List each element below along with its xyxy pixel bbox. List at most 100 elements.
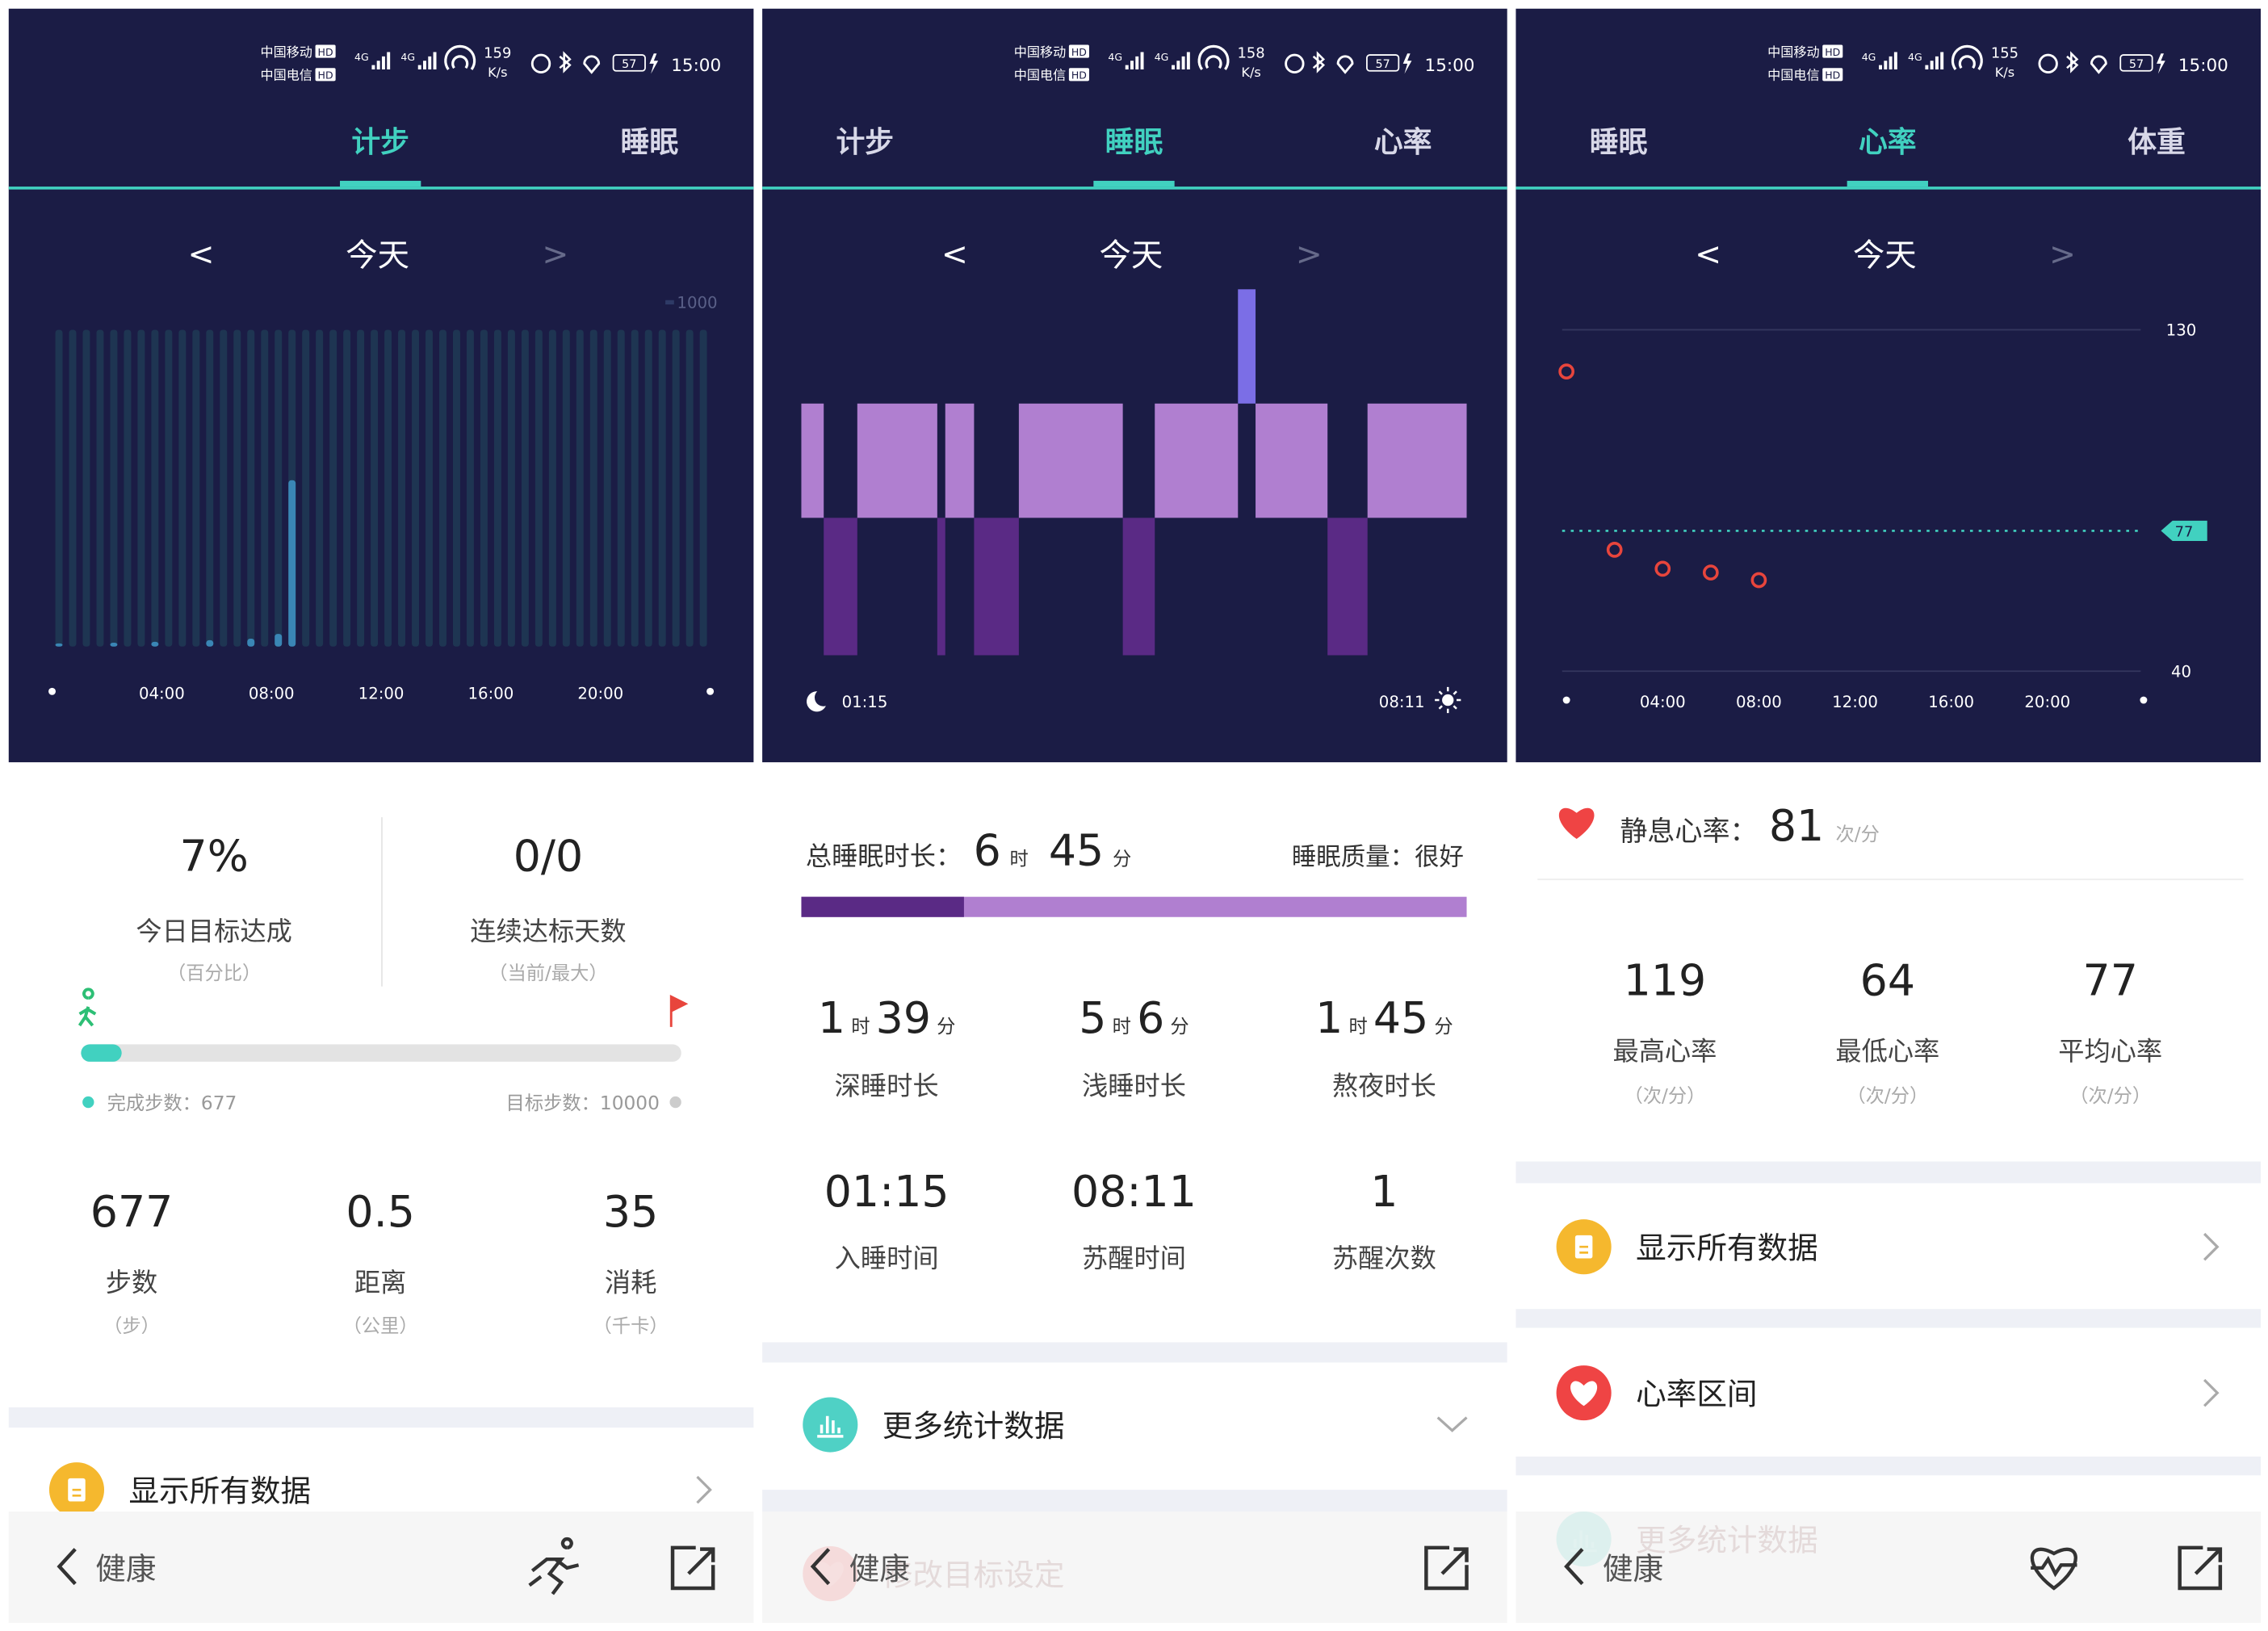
header-background	[1515, 8, 2262, 763]
bar-track	[535, 329, 543, 647]
bar-track	[82, 329, 90, 647]
nav-next[interactable]: >	[542, 236, 568, 273]
goal-percent: 7%	[180, 830, 249, 881]
unit: 分	[1170, 1016, 1188, 1038]
total-sleep-label: 总睡眠时长：	[806, 841, 962, 871]
stats-icon	[1556, 1512, 1612, 1567]
heart-rate-point	[1654, 560, 1671, 577]
back-button[interactable]: 健康	[57, 1548, 156, 1587]
share-icon	[1424, 1545, 1469, 1591]
nav-prev[interactable]: <	[1695, 236, 1721, 273]
time-label: 苏醒时间	[1082, 1243, 1186, 1273]
share-button[interactable]	[670, 1545, 715, 1591]
x-tick-label: 12:00	[1832, 693, 1878, 711]
bar-track	[371, 329, 379, 647]
stat-unit: （次/分）	[1624, 1085, 1705, 1107]
bar-track	[165, 329, 173, 647]
hd-badge	[315, 68, 336, 82]
clock: 15:00	[2178, 56, 2228, 76]
steps-goal-label: 目标步数：	[506, 1092, 600, 1114]
signal-bar	[1925, 65, 1929, 69]
stat-value: 35	[603, 1186, 658, 1237]
bar-track	[699, 329, 707, 647]
bar-track	[412, 329, 419, 647]
tab[interactable]: 心率	[1859, 126, 1917, 159]
nav-prev[interactable]: <	[188, 236, 215, 273]
bar-track	[480, 329, 488, 647]
bar-track	[302, 329, 310, 647]
network-label: 4G	[1908, 51, 1922, 63]
battery-level: 57	[1376, 58, 1390, 71]
sleep-segment	[1256, 403, 1328, 518]
charge-icon	[2157, 53, 2165, 74]
share-button[interactable]	[2178, 1545, 2223, 1591]
total-sleep: 总睡眠时长： 6 时 45 分	[806, 824, 1131, 875]
tab[interactable]: 睡眠	[1590, 126, 1648, 159]
tab[interactable]: 计步	[836, 126, 894, 159]
bar-track	[233, 329, 241, 647]
battery-icon	[1366, 54, 1400, 72]
x-tick-label: 08:00	[1736, 693, 1782, 711]
share-button[interactable]	[1424, 1545, 1469, 1591]
tab[interactable]: 心率	[1374, 126, 1432, 159]
tab[interactable]: 体重	[2128, 126, 2186, 159]
nav-next[interactable]: >	[2049, 236, 2076, 273]
tab[interactable]: 睡眠	[1105, 126, 1163, 159]
signal-bar	[423, 61, 426, 69]
bar-track	[521, 329, 529, 647]
nav-prev[interactable]: <	[941, 236, 968, 273]
back-button[interactable]: 健康	[1564, 1548, 1663, 1587]
signal-bar	[1130, 61, 1134, 69]
hd-label: HD	[1825, 69, 1840, 82]
x-end-dot	[706, 687, 715, 695]
nav-next[interactable]: >	[1296, 236, 1323, 273]
total-sleep-hours: 6	[974, 824, 1001, 875]
x-tick-label: 16:00	[468, 684, 514, 702]
location-icon	[2090, 55, 2107, 74]
network-label: 4G	[1155, 51, 1169, 63]
tab[interactable]: 计步	[351, 126, 409, 159]
workout-button[interactable]	[528, 1537, 580, 1595]
list-row[interactable]: 更多统计数据	[803, 1397, 1468, 1453]
stats-icon	[803, 1397, 858, 1453]
list-row[interactable]: 显示所有数据	[48, 1462, 712, 1518]
x-tick-label: 12:00	[358, 684, 405, 702]
sleep-stat: 1 时 39 分	[818, 992, 956, 1043]
hd-badge	[1822, 68, 1843, 82]
signal-bar	[371, 65, 375, 69]
unit: 分	[937, 1016, 955, 1038]
back-button[interactable]: 健康	[810, 1548, 910, 1587]
bar-track	[192, 329, 200, 647]
signal-bar	[376, 61, 380, 69]
stat-label: 距离	[354, 1268, 406, 1298]
x-tick-label: 04:00	[1640, 693, 1686, 711]
resting-label: 静息心率：	[1620, 816, 1757, 848]
chevron-right	[2203, 1378, 2220, 1407]
x-tick-label: 16:00	[1928, 693, 1974, 711]
hd-badge	[1822, 44, 1843, 58]
hd-badge	[1068, 68, 1089, 82]
heart-rate-point	[1750, 572, 1767, 589]
battery-icon	[612, 54, 646, 72]
goal-streak-unit: （当前/最大）	[488, 962, 607, 984]
signal-bar	[1889, 56, 1893, 69]
bar	[110, 643, 118, 647]
tab[interactable]: 睡眠	[621, 126, 679, 159]
stats-glyph	[817, 1415, 844, 1438]
net-speed-unit: K/s	[1241, 65, 1260, 80]
wifi-icon	[1951, 44, 1983, 70]
heart-monitor-button[interactable]	[2030, 1547, 2077, 1591]
signal-bar	[381, 56, 385, 69]
signal-bar	[1186, 52, 1190, 69]
stat-label: 平均心率	[2058, 1036, 2162, 1067]
carrier: 中国电信	[1767, 68, 1819, 83]
signal-bar	[1935, 56, 1939, 69]
unit: 时	[1348, 1016, 1367, 1038]
list-row[interactable]: 显示所有数据	[1556, 1219, 2220, 1275]
heart-rate-point	[1606, 542, 1623, 558]
chevron-right	[696, 1475, 712, 1504]
stat-label: 深睡时长	[835, 1071, 939, 1101]
charge-icon	[1402, 53, 1412, 74]
list-row[interactable]: 心率区间	[1556, 1365, 2220, 1421]
